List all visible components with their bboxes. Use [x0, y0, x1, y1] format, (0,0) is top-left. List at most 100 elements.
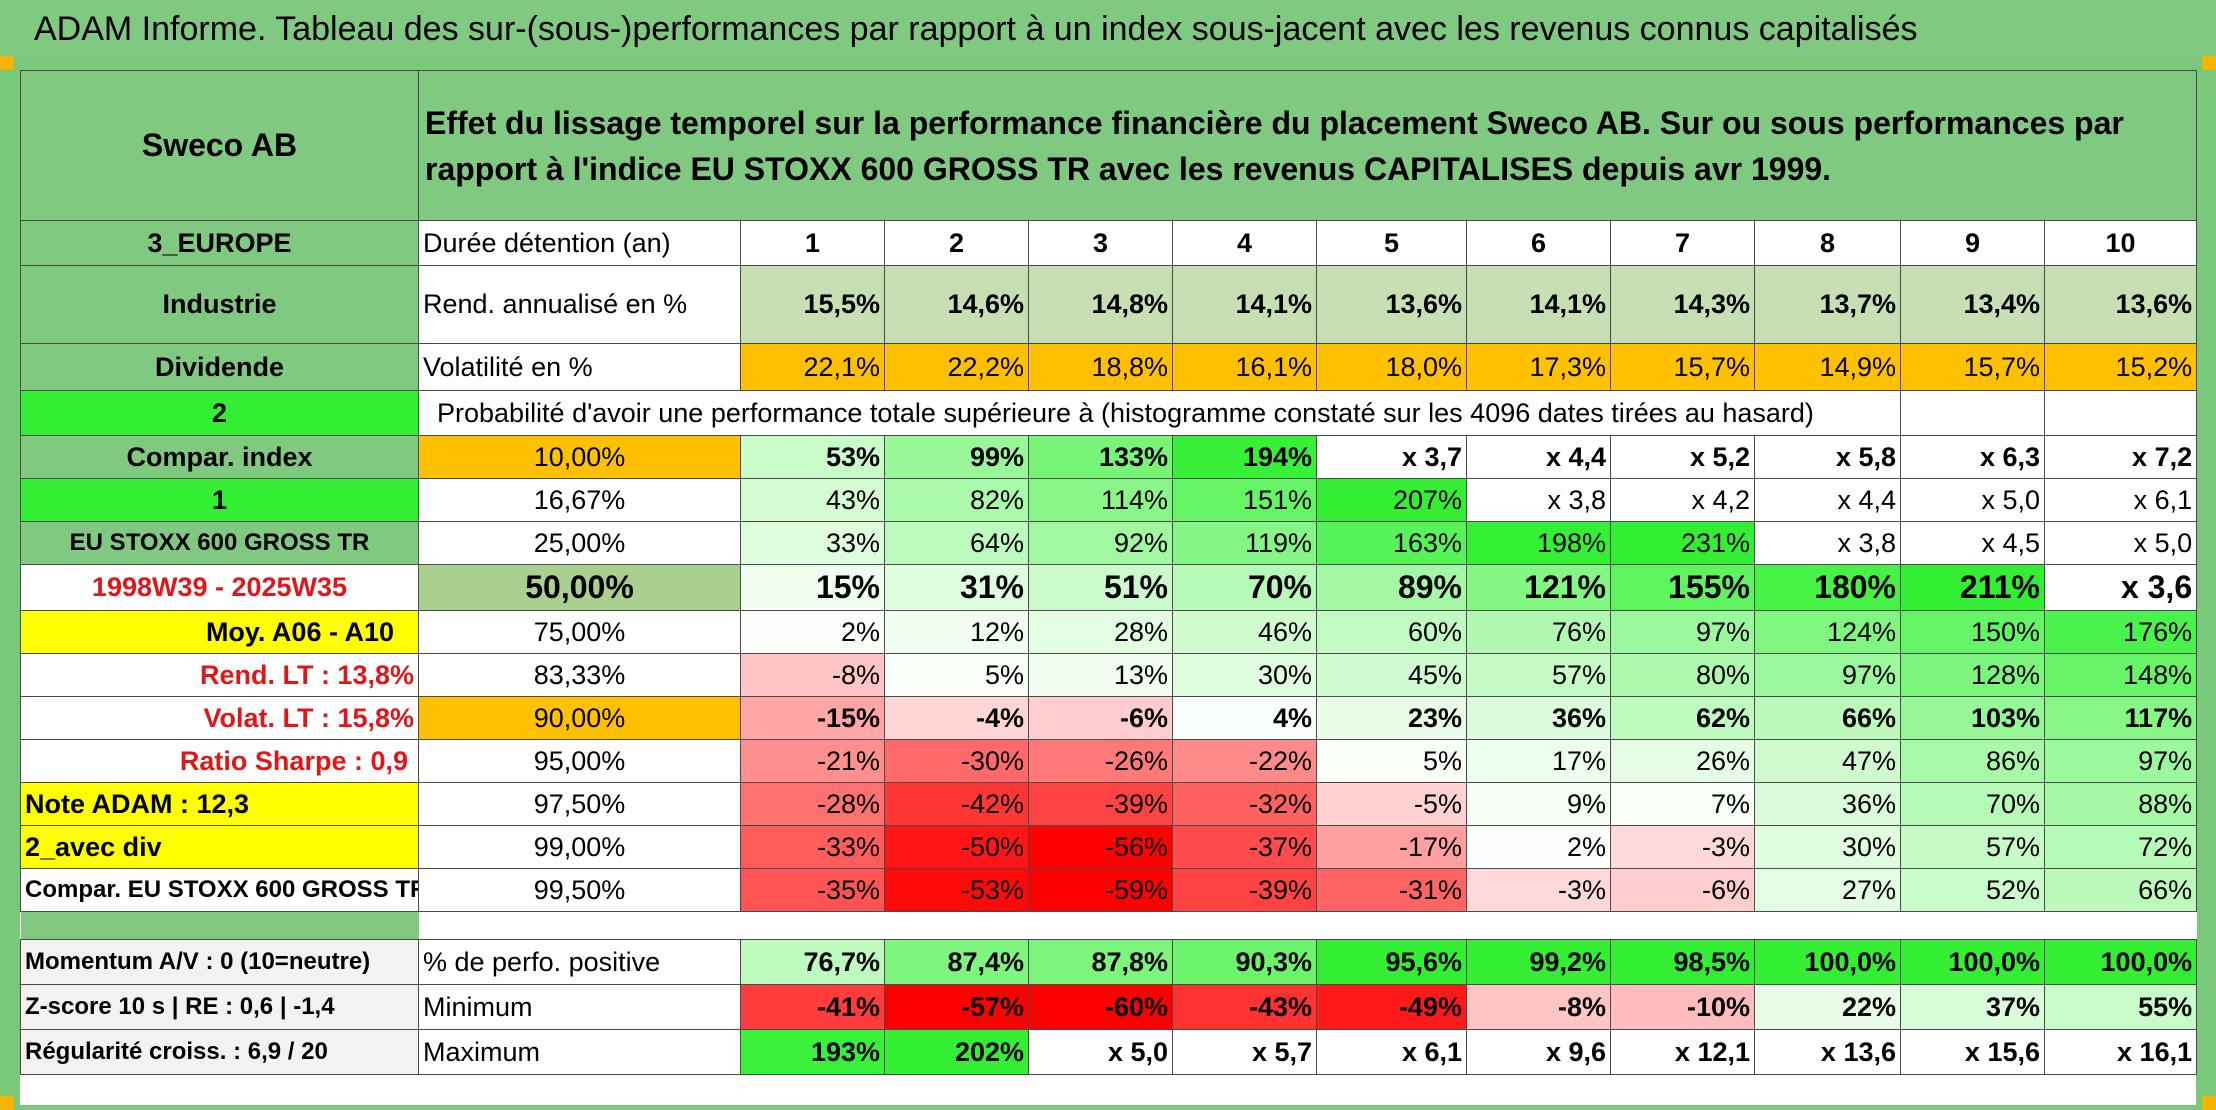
prob-value: 92%: [1028, 521, 1173, 565]
pos-side-label: Momentum A/V : 0 (10=neutre): [20, 939, 419, 985]
prob-value: 30%: [1754, 825, 1901, 869]
year-header: 6: [1466, 220, 1611, 266]
region-label: 3_EUROPE: [20, 220, 419, 266]
pos-value: 100,0%: [1900, 939, 2045, 985]
prob-value: 119%: [1172, 521, 1317, 565]
prob-value: -39%: [1028, 782, 1173, 826]
prob-value: 66%: [2043, 868, 2198, 912]
prob-value: -56%: [1028, 825, 1173, 869]
rend-lt-label: Rend. LT : 13,8%: [20, 653, 419, 697]
prob-value: 36%: [1466, 696, 1611, 740]
prob-value: 97%: [1754, 653, 1901, 697]
rend-value: 14,1%: [1172, 265, 1317, 344]
table-row: Volat. LT : 15,8% 90,00% -15% -4% -6% 4% 23% 36…: [20, 696, 2198, 740]
table-row: Industrie Rend. annualisé en % 15,5% 14,6% 1…: [20, 265, 2198, 344]
count-badge: 2: [20, 390, 419, 436]
min-value: -8%: [1466, 984, 1611, 1030]
prob-value: 231%: [1610, 521, 1755, 565]
prob-value: 27%: [1754, 868, 1901, 912]
report-body: Sweco AB Effet du lissage temporel sur la…: [20, 70, 2198, 1105]
max-value: x 16,1: [2043, 1029, 2198, 1075]
vol-value: 18,0%: [1316, 343, 1467, 391]
max-value: x 13,6: [1754, 1029, 1901, 1075]
max-value: x 9,6: [1466, 1029, 1611, 1075]
prob-value: 4%: [1172, 696, 1317, 740]
prob-value: -17%: [1316, 825, 1467, 869]
table-row: Sweco AB Effet du lissage temporel sur la…: [20, 70, 2198, 221]
rend-value: 13,7%: [1754, 265, 1901, 344]
table-row: [20, 911, 2197, 940]
vol-value: 17,3%: [1466, 343, 1611, 391]
prob-value: 2%: [740, 610, 885, 654]
min-value: -43%: [1172, 984, 1317, 1030]
prob-value: -32%: [1172, 782, 1317, 826]
prob-value: x 5,2: [1610, 435, 1755, 479]
percentile-value: 97,50%: [418, 782, 741, 826]
prob-value: -4%: [884, 696, 1029, 740]
prob-value: -42%: [884, 782, 1029, 826]
pos-value: 98,5%: [1610, 939, 1755, 985]
empty-cell: [1900, 390, 2045, 436]
empty-cell: [2043, 390, 2198, 436]
percentile-value: 95,00%: [418, 739, 741, 783]
prob-value: 70%: [1900, 782, 2045, 826]
prob-value: 82%: [884, 478, 1029, 522]
prob-value: -5%: [1316, 782, 1467, 826]
percentile-value: 90,00%: [418, 696, 741, 740]
pos-value: 76,7%: [740, 939, 885, 985]
rend-value: 13,6%: [1316, 265, 1467, 344]
prob-value: 62%: [1610, 696, 1755, 740]
prob-value: -26%: [1028, 739, 1173, 783]
prob-value: x 6,1: [2043, 478, 2198, 522]
prob-value: -28%: [740, 782, 885, 826]
prob-value: 72%: [2043, 825, 2198, 869]
prob-value: 30%: [1172, 653, 1317, 697]
vol-value: 16,1%: [1172, 343, 1317, 391]
prob-value: 176%: [2043, 610, 2198, 654]
vol-value: 15,7%: [1900, 343, 2045, 391]
rend-value: 14,1%: [1466, 265, 1611, 344]
prob-value: 97%: [1610, 610, 1755, 654]
corner-marker: [0, 56, 14, 70]
year-header: 7: [1610, 220, 1755, 266]
rend-value: 15,5%: [740, 265, 885, 344]
prob-value: 103%: [1900, 696, 2045, 740]
rend-value: 14,3%: [1610, 265, 1755, 344]
prob-value: -50%: [884, 825, 1029, 869]
pos-value: 95,6%: [1316, 939, 1467, 985]
percentile-value: 10,00%: [418, 435, 741, 479]
prob-value: 17%: [1466, 739, 1611, 783]
prob-value: 97%: [2043, 739, 2198, 783]
pos-label: % de perfo. positive: [418, 939, 741, 985]
prob-value: x 5,8: [1754, 435, 1901, 479]
table-row: Régularité croiss. : 6,9 / 20 Maximum 193%…: [20, 1029, 2198, 1075]
percentile-value: 99,50%: [418, 868, 741, 912]
prob-value: 80%: [1610, 653, 1755, 697]
year-header: 8: [1754, 220, 1901, 266]
vol-value: 18,8%: [1028, 343, 1173, 391]
min-value: -10%: [1610, 984, 1755, 1030]
prob-value: x 3,6: [2043, 564, 2198, 611]
vol-value: 15,7%: [1610, 343, 1755, 391]
note-adam-label: Note ADAM : 12,3: [20, 782, 419, 826]
prob-value: x 3,7: [1316, 435, 1467, 479]
prob-value: x 4,4: [1754, 478, 1901, 522]
pos-value: 87,4%: [884, 939, 1029, 985]
prob-value: 151%: [1172, 478, 1317, 522]
duree-label: Durée détention (an): [418, 220, 741, 266]
compar-index-label: Compar. index: [20, 435, 419, 479]
vol-value: 14,9%: [1754, 343, 1901, 391]
prob-value: -6%: [1610, 868, 1755, 912]
performance-table: Sweco AB Effet du lissage temporel sur la…: [20, 70, 2198, 1075]
prob-value: 207%: [1316, 478, 1467, 522]
prob-value: x 5,0: [1900, 478, 2045, 522]
sector-label: Industrie: [20, 265, 419, 344]
prob-value: 64%: [884, 521, 1029, 565]
table-row: 2_avec div 99,00% -33% -50% -56% -37% -17% 2% -3…: [20, 825, 2198, 869]
prob-value: 5%: [884, 653, 1029, 697]
max-value: x 12,1: [1610, 1029, 1755, 1075]
prob-value: x 3,8: [1754, 521, 1901, 565]
rend-value: 13,6%: [2043, 265, 2198, 344]
prob-value: 76%: [1466, 610, 1611, 654]
compar-full-label: Compar. EU STOXX 600 GROSS TR: [20, 868, 419, 912]
